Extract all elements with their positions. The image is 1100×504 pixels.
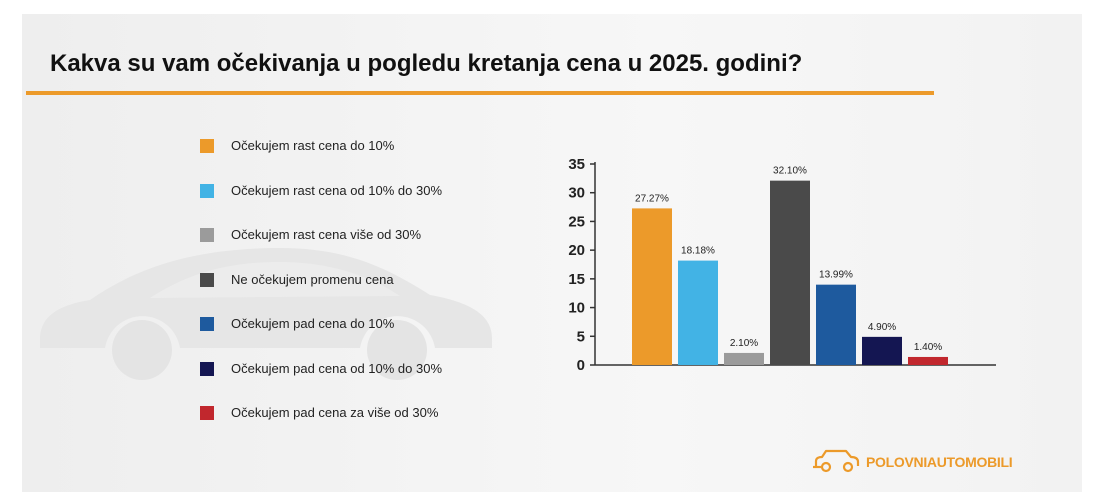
bar-value-label: 13.99%: [819, 270, 853, 281]
bar-value-label: 32.10%: [773, 166, 807, 177]
y-tick-label: 10: [568, 300, 585, 317]
bar: [678, 260, 718, 365]
legend-label: Ne očekujem promenu cena: [231, 271, 394, 287]
legend-swatch: [200, 317, 214, 331]
legend-label: Očekujem pad cena od 10% do 30%: [231, 360, 443, 376]
legend-swatch: [200, 272, 214, 287]
bar-value-label: 27.27%: [635, 193, 669, 204]
car-silhouette-watermark: [40, 248, 492, 380]
bar-value-label: 18.18%: [681, 246, 715, 257]
car-logo-icon: [813, 449, 860, 473]
title-underline: [26, 91, 934, 95]
bar: [862, 336, 902, 365]
legend-label: Očekujem pad cena za više od 30%: [231, 405, 439, 420]
bar: [632, 208, 672, 365]
bar: [908, 356, 948, 365]
legend-swatch: [200, 139, 214, 153]
y-tick-label: 0: [577, 357, 585, 374]
y-tick-label: 30: [568, 185, 585, 202]
y-tick-label: 35: [568, 156, 585, 173]
bar: [816, 284, 856, 365]
legend-label: Očekujem rast cena više od 30%: [231, 227, 422, 242]
y-tick-label: 20: [568, 242, 585, 259]
bar: [770, 180, 810, 365]
legend-swatch: [200, 406, 214, 420]
legend-swatch: [200, 183, 214, 198]
legend-label: Očekujem rast cena do 10%: [231, 138, 395, 153]
y-tick-label: 5: [577, 328, 585, 345]
legend-swatch: [200, 361, 214, 376]
logo-text-automobili: AUTOMOBILI: [926, 454, 1013, 470]
bar: [724, 352, 764, 365]
legend-label: Očekujem pad cena do 10%: [231, 316, 395, 331]
logo-text-polovni: POLOVNI: [866, 454, 927, 470]
bar-value-label: 1.40%: [914, 342, 942, 353]
legend-swatch: [200, 228, 214, 242]
y-tick-label: 25: [568, 213, 585, 230]
bar-value-label: 2.10%: [730, 338, 758, 349]
bar-value-label: 4.90%: [868, 322, 896, 333]
page-title: Kakva su vam očekivanja u pogledu kretan…: [50, 50, 803, 77]
y-tick-label: 15: [568, 271, 585, 288]
legend-label: Očekujem rast cena od 10% do 30%: [231, 182, 443, 198]
bar-chart: 0 5 10 15 20 25 30 35 27.27% 18.18% 2.10% 32.10% 13.…: [568, 156, 996, 374]
